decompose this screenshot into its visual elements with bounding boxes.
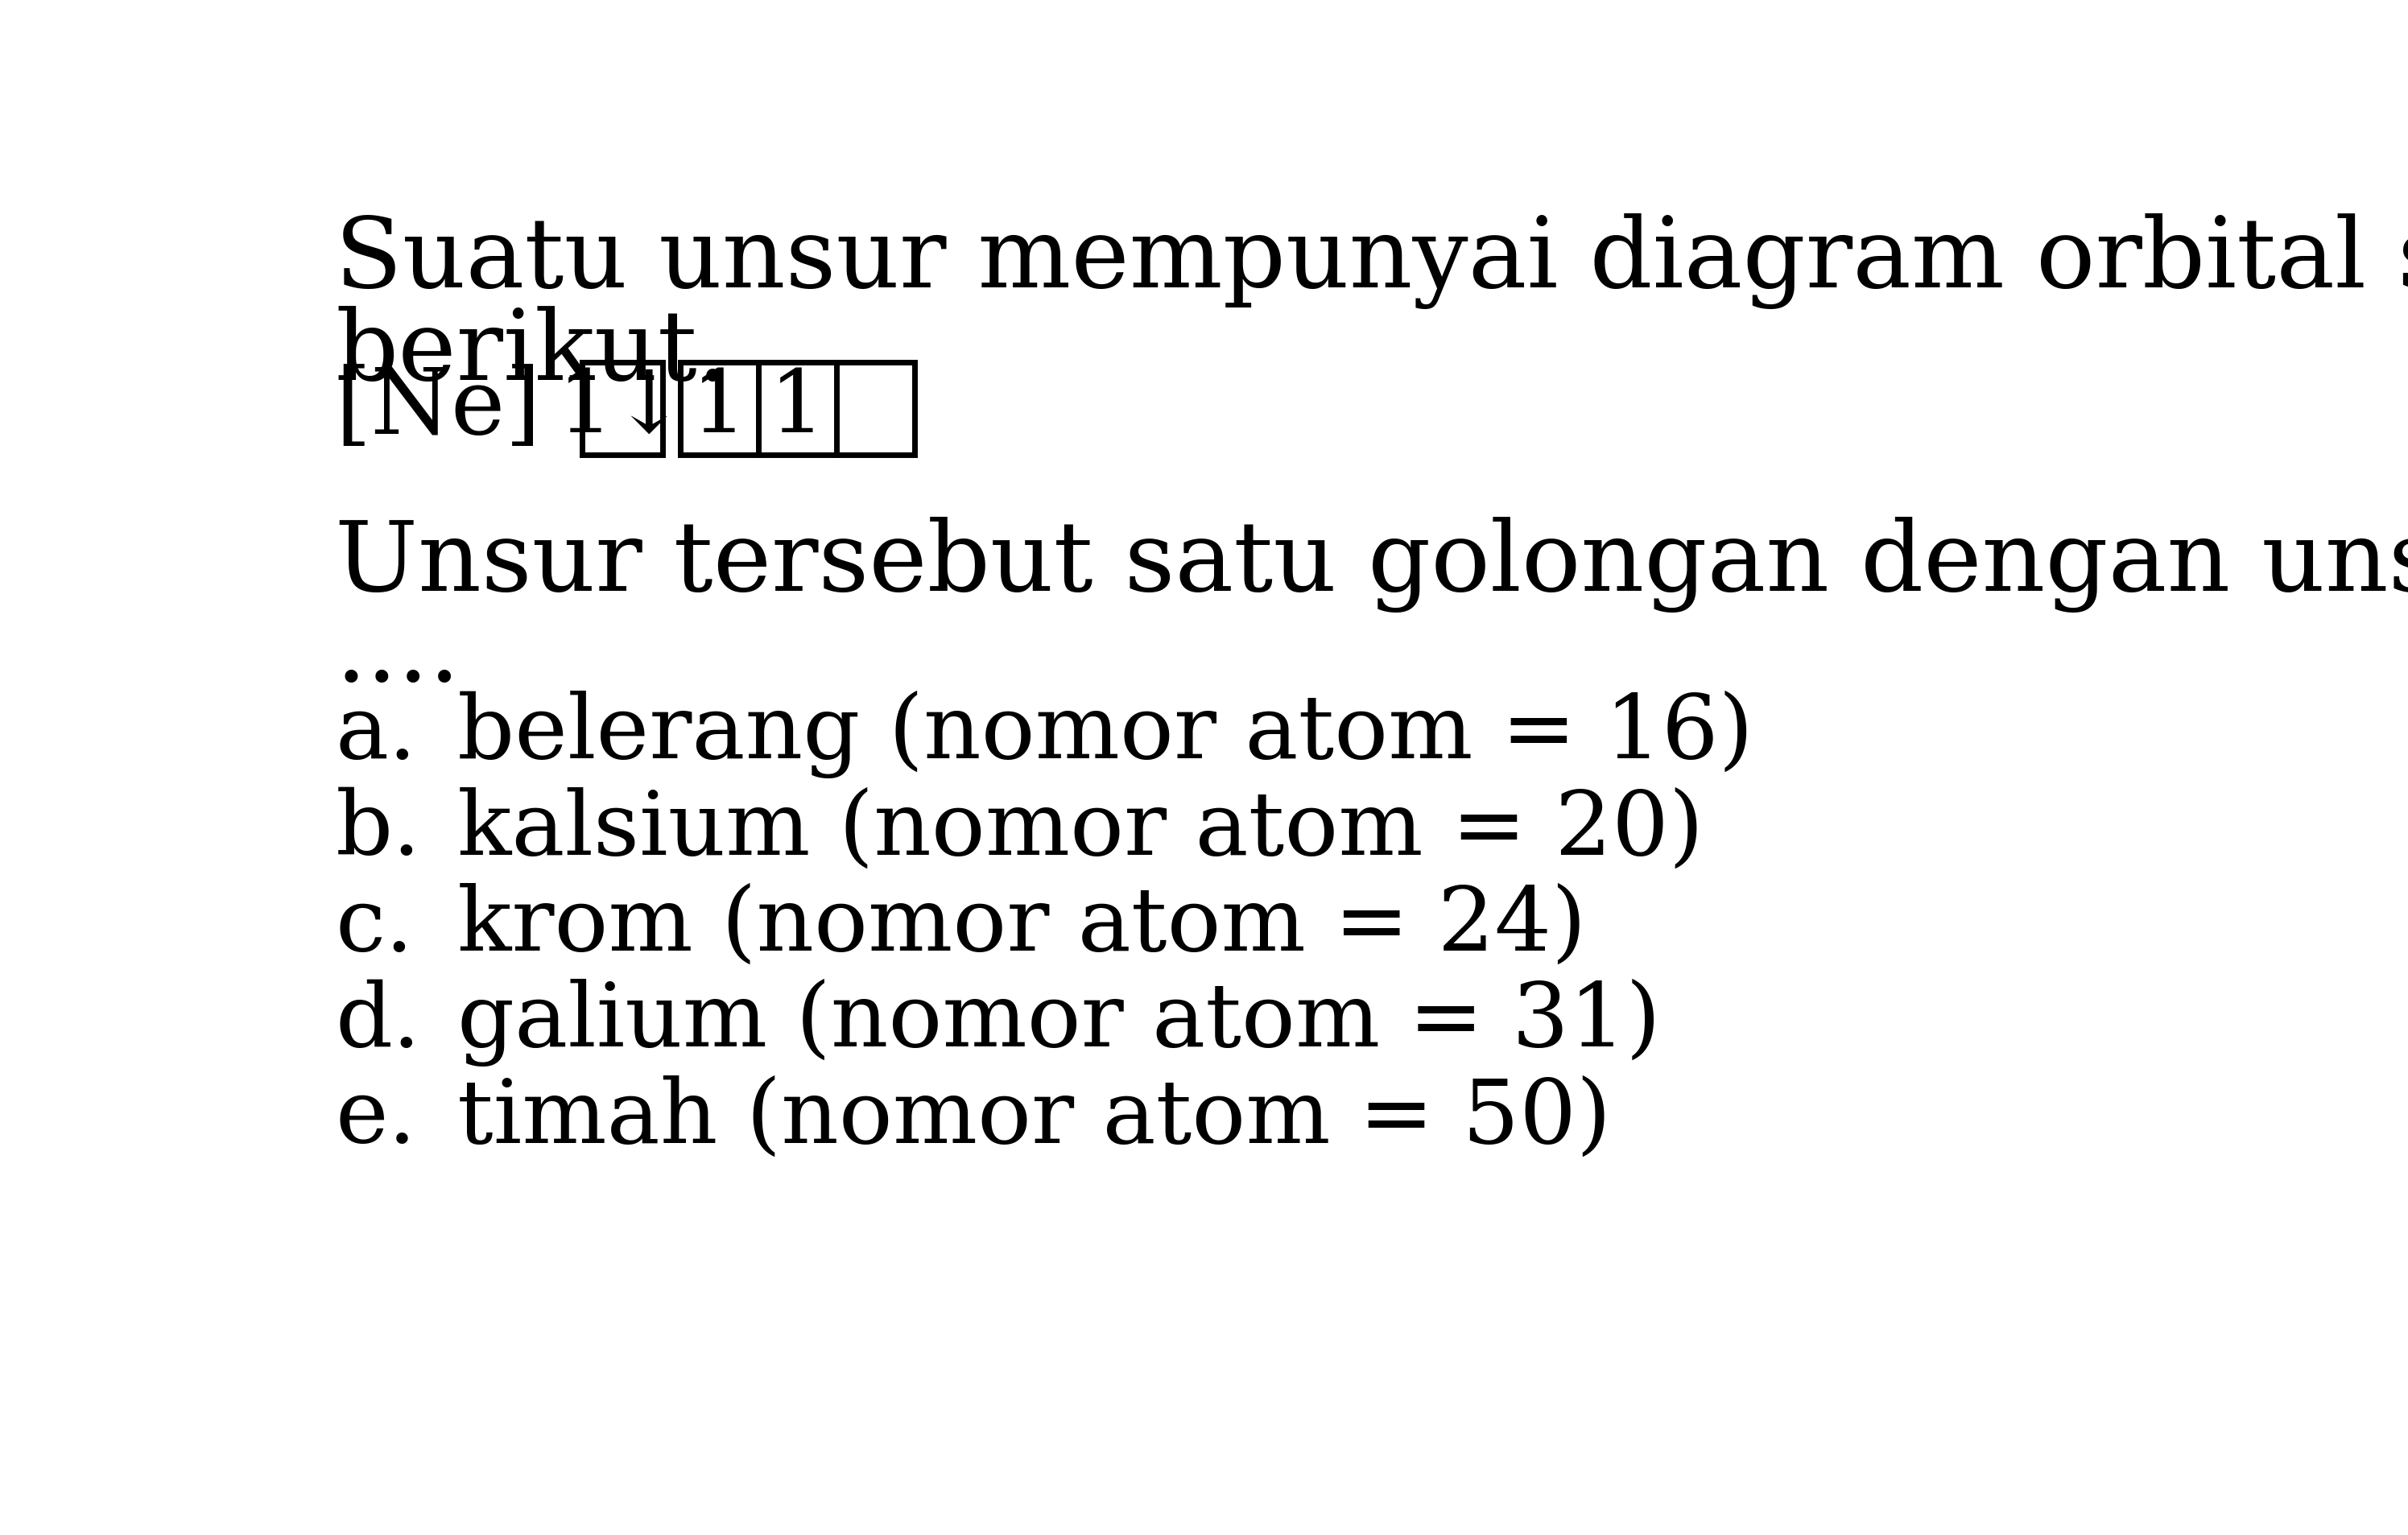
Bar xyxy=(583,362,662,454)
Text: d.: d. xyxy=(335,979,421,1065)
Text: kalsium (nomor atom = 20): kalsium (nomor atom = 20) xyxy=(458,786,1702,873)
Text: ....: .... xyxy=(335,606,460,701)
Text: c.: c. xyxy=(335,883,414,969)
Text: 1: 1 xyxy=(771,367,826,451)
Text: [Ne]: [Ne] xyxy=(335,364,542,453)
Text: Suatu unsur mempunyai diagram orbital sebagai: Suatu unsur mempunyai diagram orbital se… xyxy=(335,213,2408,309)
Text: 1↓: 1↓ xyxy=(559,367,686,451)
Text: krom (nomor atom = 24): krom (nomor atom = 24) xyxy=(458,883,1587,969)
Text: 1: 1 xyxy=(691,367,746,451)
Text: e.: e. xyxy=(335,1074,417,1160)
Text: timah (nomor atom = 50): timah (nomor atom = 50) xyxy=(458,1074,1611,1160)
Text: berikut.: berikut. xyxy=(335,307,730,401)
Text: b.: b. xyxy=(335,786,421,873)
Text: a.: a. xyxy=(335,691,417,777)
Text: Unsur tersebut satu golongan dengan unsur: Unsur tersebut satu golongan dengan unsu… xyxy=(335,517,2408,612)
Bar xyxy=(681,362,915,454)
Text: galium (nomor atom = 31): galium (nomor atom = 31) xyxy=(458,979,1662,1067)
Text: belerang (nomor atom = 16): belerang (nomor atom = 16) xyxy=(458,691,1753,778)
